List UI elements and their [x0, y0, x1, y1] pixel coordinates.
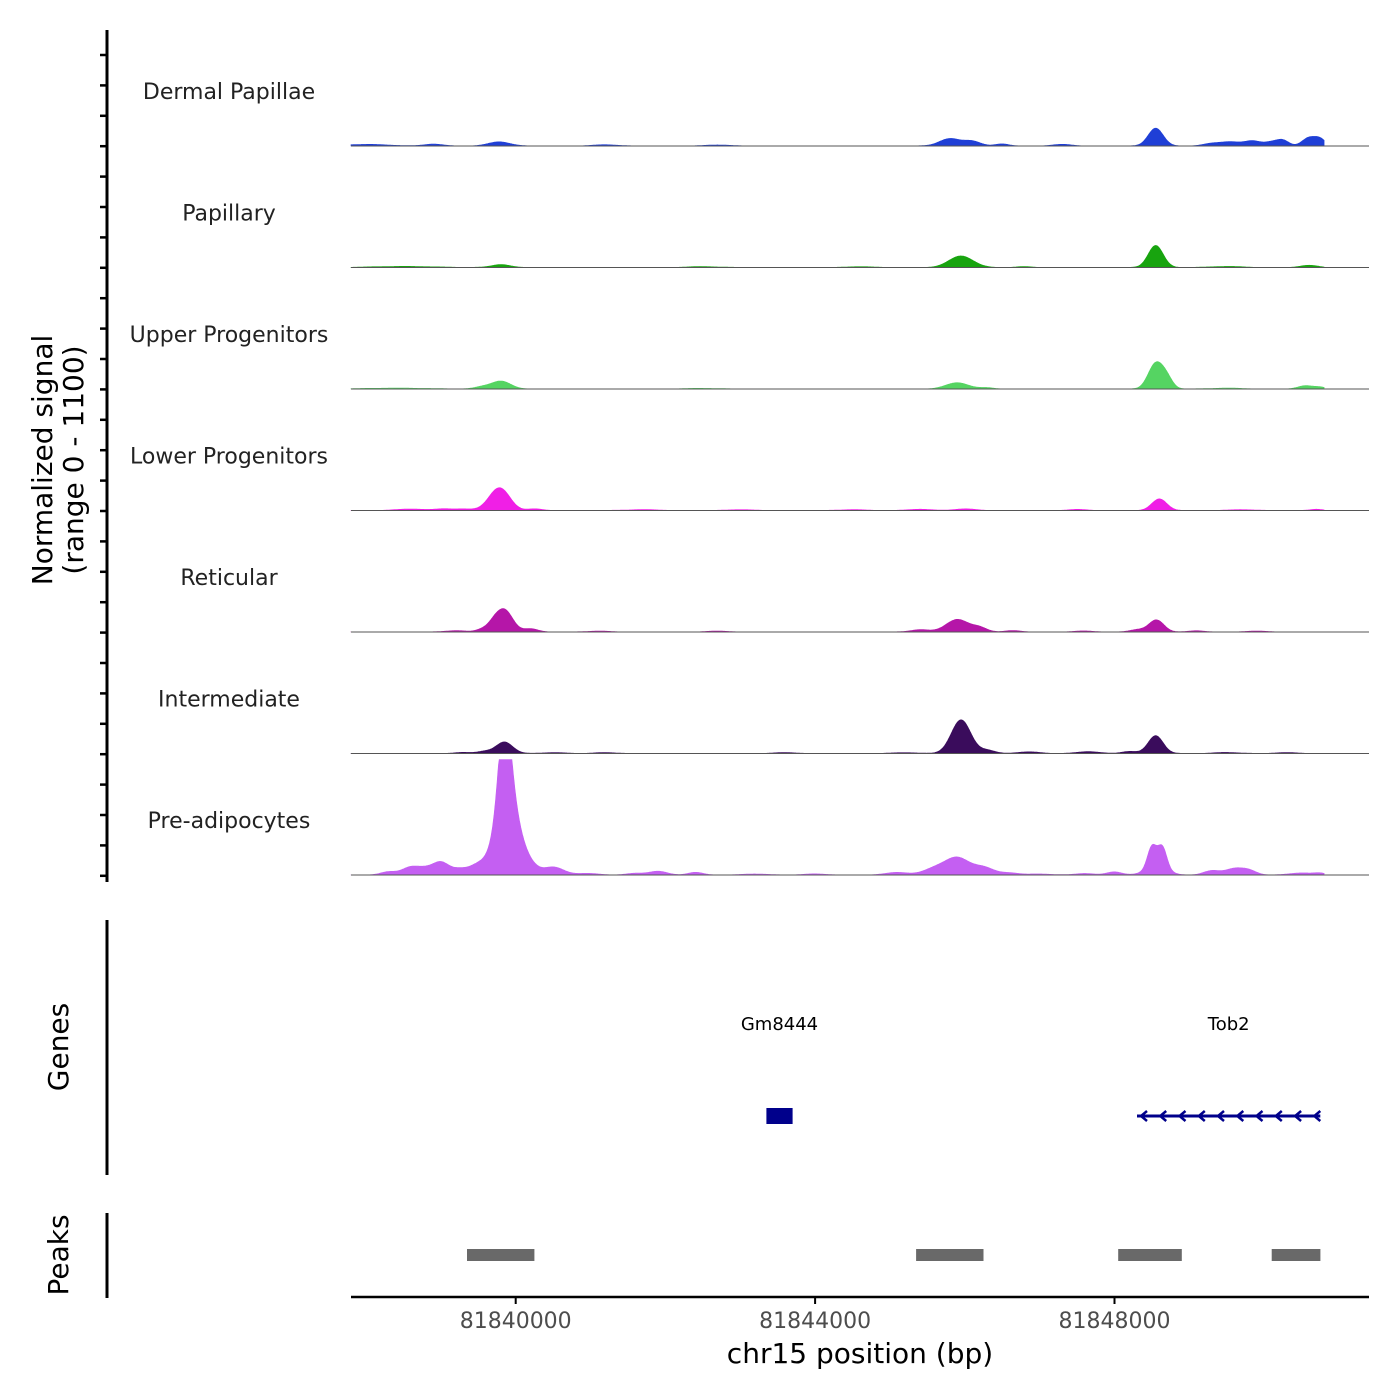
x-tick-label: 81840000: [460, 1309, 572, 1334]
track-dermal-papillae: Dermal Papillae: [143, 80, 1369, 147]
signal-area: [350, 245, 1325, 268]
strand-arrow: [1312, 1110, 1322, 1122]
gene-exon: [766, 1108, 793, 1124]
signal-area: [350, 361, 1325, 390]
y-axis-title-line2: (range 0 - 1100): [57, 345, 90, 574]
signal-tracks: Dermal Papillae Papillary Upper Progenitor…: [130, 80, 1369, 876]
gene-label: Gm8444: [741, 1014, 818, 1035]
gene-tob2: Tob2: [1137, 1014, 1322, 1122]
strand-arrow: [1254, 1110, 1264, 1122]
track-label: Dermal Papillae: [143, 80, 315, 105]
signal-area: [350, 127, 1325, 147]
track-upper-progenitors: Upper Progenitors: [130, 323, 1369, 390]
strand-arrow: [1293, 1110, 1302, 1122]
track-label: Reticular: [180, 566, 278, 591]
y-axis-title-line1: Normalized signal: [26, 335, 59, 586]
track-papillary: Papillary: [182, 202, 1369, 268]
strand-arrow: [1196, 1110, 1206, 1122]
peaks-panel-label: Peaks: [42, 1214, 75, 1295]
track-reticular: Reticular: [180, 566, 1369, 633]
strand-arrow: [1235, 1110, 1245, 1122]
strand-arrow: [1158, 1110, 1168, 1122]
peak-region: [1271, 1249, 1321, 1261]
gene-label: Tob2: [1207, 1014, 1250, 1035]
track-label: Lower Progenitors: [130, 445, 328, 470]
strand-arrow: [1273, 1110, 1283, 1122]
peak-regions: [467, 1249, 1321, 1261]
track-label: Upper Progenitors: [130, 323, 329, 348]
x-axis-ticks: 81840000 81844000 81848000: [460, 1297, 1171, 1334]
gene-annotations: Gm8444 Tob2: [741, 1014, 1322, 1124]
x-axis-title: chr15 position (bp): [727, 1337, 993, 1370]
strand-arrow: [1139, 1110, 1148, 1122]
track-label: Intermediate: [158, 688, 300, 713]
signal-area: [350, 719, 1325, 754]
signal-area: [350, 487, 1325, 511]
track-label: Papillary: [182, 202, 276, 227]
strand-arrow: [1177, 1110, 1187, 1122]
track-lower-progenitors: Lower Progenitors: [130, 445, 1369, 511]
peak-region: [916, 1249, 984, 1261]
track-label: Pre-adipocytes: [148, 809, 311, 834]
signal-y-axis-ticks: [100, 53, 107, 878]
peak-region: [1118, 1249, 1182, 1261]
x-tick-label: 81844000: [759, 1309, 871, 1334]
peak-region: [467, 1249, 535, 1261]
strand-arrow: [1216, 1110, 1225, 1122]
track-intermediate: Intermediate: [158, 688, 1369, 754]
signal-area: [350, 608, 1325, 633]
x-tick-label: 81848000: [1059, 1309, 1171, 1334]
track-pre-adipocytes: Pre-adipocytes: [148, 759, 1369, 876]
genes-panel-label: Genes: [42, 1003, 75, 1091]
signal-area: [350, 759, 1325, 876]
gene-gm8444: Gm8444: [741, 1014, 818, 1124]
